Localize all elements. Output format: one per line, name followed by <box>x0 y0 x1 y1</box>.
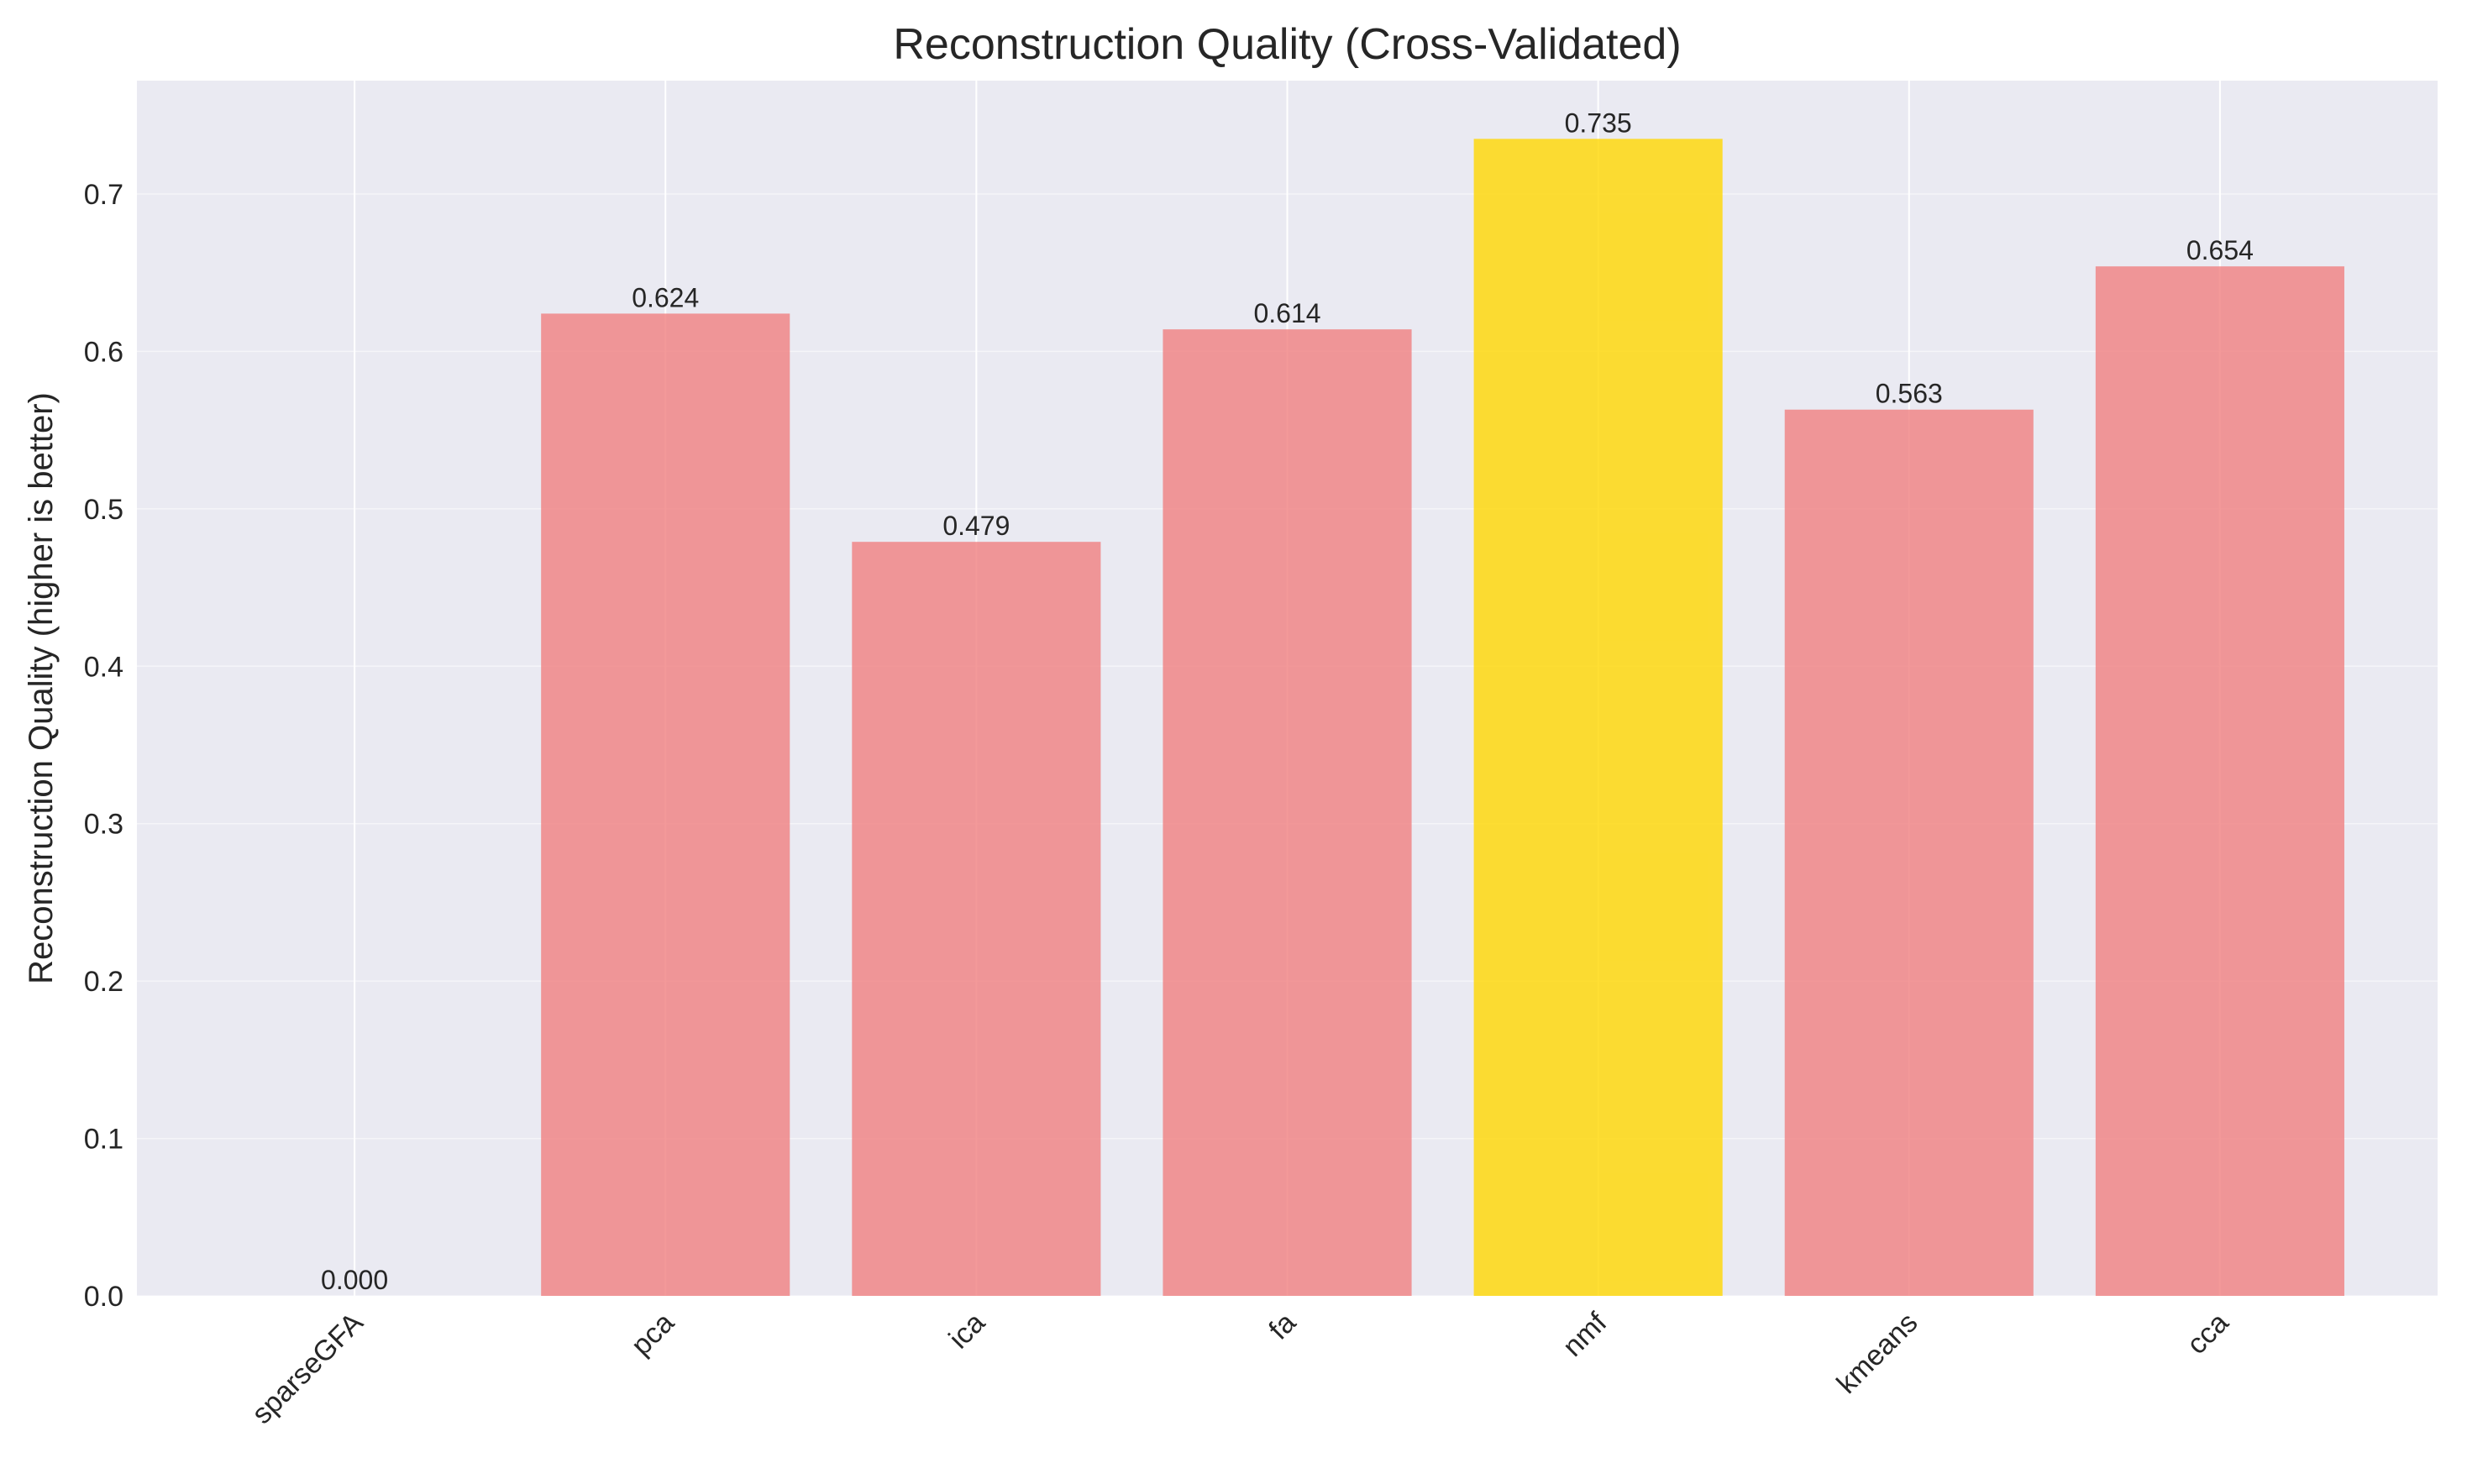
value-label-nmf: 0.735 <box>1565 107 1632 138</box>
y-tick-label: 0.1 <box>84 1124 123 1156</box>
value-label-ica: 0.479 <box>942 511 1010 541</box>
y-tick-label: 0.7 <box>84 179 123 211</box>
x-tick-label-cca: cca <box>2181 1307 2234 1361</box>
x-tick-label-sparseGFA: sparseGFA <box>246 1307 370 1430</box>
y-tick-label: 0.4 <box>84 651 123 683</box>
y-tick-label: 0.6 <box>84 336 123 368</box>
x-tick-label-fa: fa <box>1262 1307 1302 1346</box>
value-label-pca: 0.624 <box>632 282 699 312</box>
y-axis-label: Reconstruction Quality (higher is better… <box>23 392 60 984</box>
y-tick-label: 0.5 <box>84 494 123 526</box>
x-tick-label-pca: pca <box>625 1307 680 1362</box>
x-tick-label-kmeans: kmeans <box>1830 1307 1924 1400</box>
bar-pca <box>541 313 790 1296</box>
value-label-cca: 0.654 <box>2186 235 2254 265</box>
chart-title: Reconstruction Quality (Cross-Validated) <box>893 20 1681 69</box>
y-tick-label: 0.2 <box>84 966 123 998</box>
y-tick-label: 0.3 <box>84 809 123 841</box>
bars <box>541 139 2344 1296</box>
x-tick-label-nmf: nmf <box>1556 1306 1613 1362</box>
bar-kmeans <box>1784 409 2034 1296</box>
y-tick-label: 0.0 <box>84 1281 123 1313</box>
x-tick-label-ica: ica <box>942 1307 991 1356</box>
bar-ica <box>852 542 1101 1296</box>
value-labels: 0.000 0.624 0.479 0.614 0.735 0.563 0.654 <box>321 107 2254 1295</box>
value-label-sparseGFA: 0.000 <box>321 1265 388 1295</box>
value-label-fa: 0.614 <box>1253 298 1320 328</box>
value-label-kmeans: 0.563 <box>1876 379 1943 409</box>
x-axis-ticks: sparseGFA pca ica fa nmf kmeans cca <box>246 1306 2235 1430</box>
bar-fa <box>1163 329 1412 1296</box>
bar-nmf <box>1473 139 1723 1296</box>
y-axis-ticks: 0.0 0.1 0.2 0.3 0.4 0.5 0.6 0.7 <box>84 179 123 1313</box>
bar-cca <box>2095 266 2344 1296</box>
